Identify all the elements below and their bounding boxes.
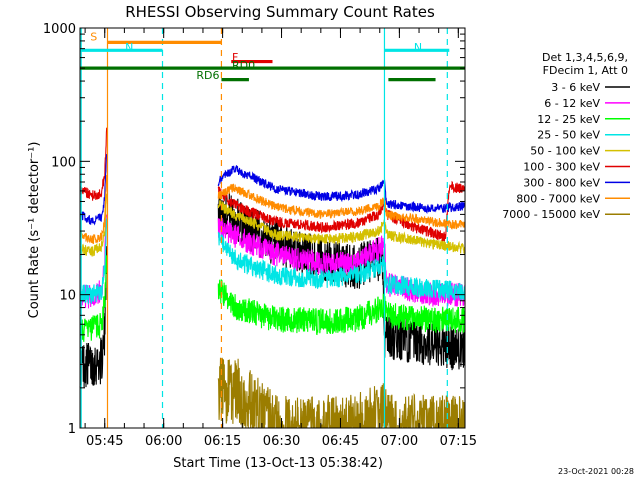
legend-entry-label: 300 - 800 keV [523,176,600,189]
y-axis-label: Count Rate (s⁻¹ detector⁻¹) [27,142,42,319]
series-100-300-kev [79,127,108,201]
legend-entry-label: 25 - 50 keV [537,129,600,142]
flag-label-n-1: N [125,41,133,54]
chart-title: RHESSI Observing Summary Count Rates [125,3,435,21]
x-tick-label: 06:00 [145,434,182,449]
legend-entry-label: 12 - 25 keV [537,113,600,126]
series-12-25-kev [383,296,466,333]
series-50-100-kev [217,200,385,246]
x-tick-label: 06:30 [263,434,300,449]
series-25-50-kev [383,262,466,301]
series-800-7000-kev [383,199,466,230]
series-25-50-kev [79,218,108,305]
x-tick-label: 06:15 [204,434,241,449]
series-100-300-kev [217,186,385,234]
x-tick-label: 07:15 [440,434,477,449]
flag-label-f-3: F [232,51,238,64]
timestamp: 23-Oct-2021 00:28 [558,467,634,476]
plot-frame [79,27,466,429]
legend: Det 1,3,4,5,6,9,FDecim 1, Att 0 3 - 6 keV… [502,51,630,221]
legend-entry-label: 3 - 6 keV [551,81,600,94]
series-3-6-kev [383,314,466,371]
series-800-7000-kev [79,174,108,245]
axes-layer: 1 10 100 1000 05:45 06:00 06:15 06:30 06:45 07:00… [43,22,477,449]
series-12-25-kev [79,255,108,342]
x-tick-label: 06:45 [322,434,359,449]
x-axis-label: Start Time (13-Oct-13 05:38:42) [173,456,383,471]
legend-entry-label: 6 - 12 keV [544,97,600,110]
series-25-50-kev [217,232,385,289]
flag-label-n-2: N [414,41,422,54]
y-tick-label: 1 [68,422,76,437]
flag-label-rd6-5: RD6 [196,69,219,82]
legend-entry-label: 50 - 100 keV [530,145,600,158]
y-tick-label: 1000 [43,22,76,37]
series-7000-15000-kev [217,357,385,429]
series-3-6-kev [79,246,108,388]
data-layer [79,127,466,429]
series-300-800-kev [79,154,108,226]
series-300-800-kev [217,164,385,203]
series-7000-15000-kev [383,389,466,429]
y-tick-label: 100 [51,155,76,170]
x-tick-label: 07:00 [381,434,418,449]
series-50-100-kev [79,193,108,257]
flag-label-rd0-4: RD0 [232,59,255,72]
legend-entry-label: 100 - 300 keV [523,161,600,174]
series-6-12-kev [217,217,385,276]
legend-entry-label: 7000 - 15000 keV [502,208,600,221]
series-800-7000-kev [217,183,385,220]
y-tick-label: 10 [59,289,76,304]
series-50-100-kev [383,221,466,255]
series-12-25-kev [217,279,385,336]
legend-header-line: Det 1,3,4,5,6,9, [542,51,628,64]
series-300-800-kev [383,179,466,215]
legend-entry-label: 800 - 7000 keV [516,192,600,205]
x-tick-label: 05:45 [86,434,123,449]
legend-header-line: FDecim 1, Att 0 [543,64,628,77]
flag-label-s-0: S [90,31,97,44]
